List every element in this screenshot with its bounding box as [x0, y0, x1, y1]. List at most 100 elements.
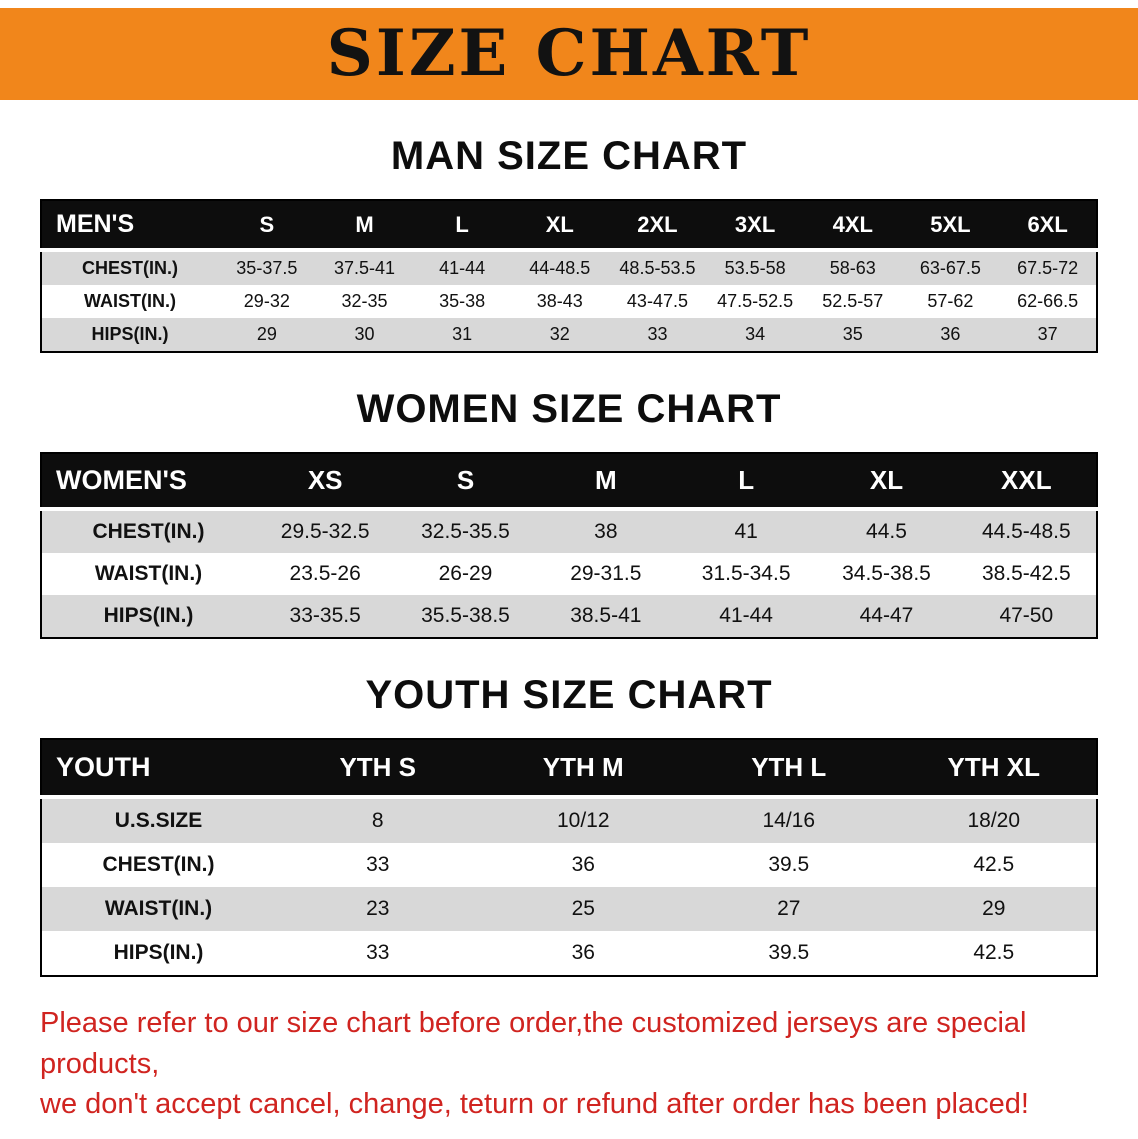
size-value-cell: 41-44	[439, 258, 486, 278]
size-column-header: 3XL	[706, 200, 804, 252]
men-section-heading: MAN SIZE CHART	[390, 134, 748, 178]
table-row: HIPS(IN.) 29 30 31 32 33 34 35 36 37	[41, 318, 1097, 352]
row-label: CHEST(IN.)	[92, 520, 205, 543]
table-row: HIPS(IN.) 33-35.5 35.5-38.5 38.5-41 41-44 44-…	[41, 595, 1097, 638]
men-size-table: MEN'S S M L XL 2XL 3XL 4XL 5XL 6XL CHEST(IN.) 35-37…	[40, 199, 1098, 353]
size-value-cell: 23	[366, 897, 390, 920]
size-value-cell: 37.5-41	[333, 258, 396, 278]
size-column-header: L	[675, 453, 817, 511]
size-value-cell: 38.5-41	[570, 604, 642, 627]
size-value-cell: 41	[734, 520, 758, 543]
size-value-cell: 34.5-38.5	[842, 562, 931, 585]
table-header-row: MEN'S S M L XL 2XL 3XL 4XL 5XL 6XL	[41, 200, 1097, 252]
size-value-cell: 29-31.5	[570, 562, 642, 585]
notice-line-2: we don't accept cancel, change, teturn o…	[40, 1088, 1029, 1121]
size-value-cell: 58-63	[829, 258, 876, 278]
size-value-cell: 31.5-34.5	[701, 562, 791, 585]
size-value-cell: 47.5-52.5	[717, 291, 794, 311]
size-column-header: XXL	[956, 453, 1097, 511]
women-section-heading: WOMEN SIZE CHART	[356, 387, 782, 431]
table-corner-label: WOMEN'S	[41, 453, 255, 511]
men-table-wrap: MEN'S S M L XL 2XL 3XL 4XL 5XL 6XL CHEST(IN.) 35-37…	[40, 199, 1098, 353]
size-value-cell: 29	[982, 897, 1006, 920]
size-value-cell: 29-32	[243, 291, 290, 311]
men-size-section: MAN SIZE CHART MEN'S S M L XL 2XL 3XL 4XL 5XL 6XL…	[0, 134, 1138, 353]
row-label: U.S.SIZE	[114, 809, 203, 832]
size-column-header: M	[535, 453, 676, 511]
size-value-cell: 42.5	[973, 941, 1015, 964]
table-row: WAIST(IN.) 23.5-26 26-29 29-31.5 31.5-34.5 34…	[41, 553, 1097, 595]
size-value-cell: 63-67.5	[919, 258, 981, 278]
size-column-header: XL	[510, 200, 609, 252]
size-value-cell: 38.5-42.5	[981, 562, 1071, 585]
table-row: CHEST(IN.) 29.5-32.5 32.5-35.5 38 41 44.5 44.5…	[41, 509, 1097, 553]
row-label: HIPS(IN.)	[91, 324, 169, 344]
row-label: WAIST(IN.)	[94, 562, 203, 585]
size-value-cell: 52.5-57	[822, 291, 884, 311]
size-value-cell: 23.5-26	[289, 562, 361, 585]
women-size-section: WOMEN SIZE CHART WOMEN'S XS S M L XL XXL CHEST(…	[0, 387, 1138, 639]
size-value-cell: 35.5-38.5	[421, 604, 510, 627]
size-value-cell: 14/16	[762, 809, 816, 832]
size-value-cell: 38	[594, 520, 618, 543]
women-table-wrap: WOMEN'S XS S M L XL XXL CHEST(IN.) 29.5-32.5 32.5…	[40, 452, 1098, 639]
size-value-cell: 39.5	[768, 853, 810, 876]
row-label: HIPS(IN.)	[103, 604, 194, 627]
size-value-cell: 30	[354, 324, 375, 344]
size-value-cell: 26-29	[438, 562, 493, 585]
size-value-cell: 8	[371, 809, 384, 832]
size-column-header: YTH S	[275, 739, 481, 799]
youth-size-section: YOUTH SIZE CHART YOUTH YTH S YTH M YTH L YTH…	[0, 673, 1138, 977]
size-value-cell: 33	[366, 853, 390, 876]
size-value-cell: 41-44	[719, 604, 773, 627]
youth-section-heading: YOUTH SIZE CHART	[365, 673, 773, 717]
size-column-header: L	[413, 200, 511, 252]
row-label: WAIST(IN.)	[84, 291, 176, 311]
size-column-header: M	[315, 200, 414, 252]
table-header-row: WOMEN'S XS S M L XL XXL	[41, 453, 1097, 511]
size-value-cell: 67.5-72	[1017, 258, 1079, 278]
size-column-header: 2XL	[608, 200, 707, 252]
notice-line-1: Please refer to our size chart before or…	[40, 1007, 1027, 1080]
size-value-cell: 42.5	[973, 853, 1015, 876]
size-value-cell: 44-47	[859, 604, 914, 627]
size-value-cell: 44.5-48.5	[981, 520, 1071, 543]
size-column-header: 4XL	[803, 200, 902, 252]
size-column-header: YTH XL	[891, 739, 1097, 799]
size-value-cell: 27	[777, 897, 801, 920]
size-value-cell: 36	[571, 941, 595, 964]
table-row: WAIST(IN.) 23 25 27 29	[41, 887, 1097, 931]
size-value-cell: 48.5-53.5	[619, 258, 696, 278]
size-value-cell: 33	[366, 941, 390, 964]
size-value-cell: 29	[256, 324, 277, 344]
size-value-cell: 36	[940, 324, 961, 344]
size-value-cell: 37	[1037, 324, 1058, 344]
table-header-row: YOUTH YTH S YTH M YTH L YTH XL	[41, 739, 1097, 799]
size-value-cell: 35-37.5	[236, 258, 298, 278]
table-corner-label: MEN'S	[41, 200, 218, 252]
size-column-header: S	[218, 200, 316, 252]
order-notice: Please refer to our size chart before or…	[40, 1003, 1098, 1125]
size-value-cell: 35-38	[439, 291, 486, 311]
table-corner-label: YOUTH	[41, 739, 275, 799]
size-value-cell: 39.5	[768, 941, 810, 964]
table-row: CHEST(IN.) 33 36 39.5 42.5	[41, 843, 1097, 887]
table-row: CHEST(IN.) 35-37.5 37.5-41 41-44 44-48.5 48.5…	[41, 250, 1097, 285]
size-value-cell: 33	[647, 324, 668, 344]
size-value-cell: 36	[571, 853, 595, 876]
size-value-cell: 18/20	[967, 809, 1021, 832]
size-value-cell: 25	[571, 897, 595, 920]
size-value-cell: 44-48.5	[529, 258, 591, 278]
size-value-cell: 10/12	[556, 809, 610, 832]
size-chart-page: SIZE CHART MAN SIZE CHART MEN'S S M L XL 2XL 3…	[0, 8, 1138, 1139]
size-column-header: YTH M	[480, 739, 686, 799]
size-value-cell: 62-66.5	[1017, 291, 1079, 311]
size-column-header: XL	[816, 453, 957, 511]
size-value-cell: 31	[452, 324, 473, 344]
page-title: SIZE CHART	[326, 16, 812, 91]
table-row: U.S.SIZE 8 10/12 14/16 18/20	[41, 797, 1097, 843]
size-value-cell: 32-35	[341, 291, 388, 311]
size-column-header: S	[395, 453, 536, 511]
row-label: WAIST(IN.)	[104, 897, 213, 920]
row-label: CHEST(IN.)	[102, 853, 215, 876]
